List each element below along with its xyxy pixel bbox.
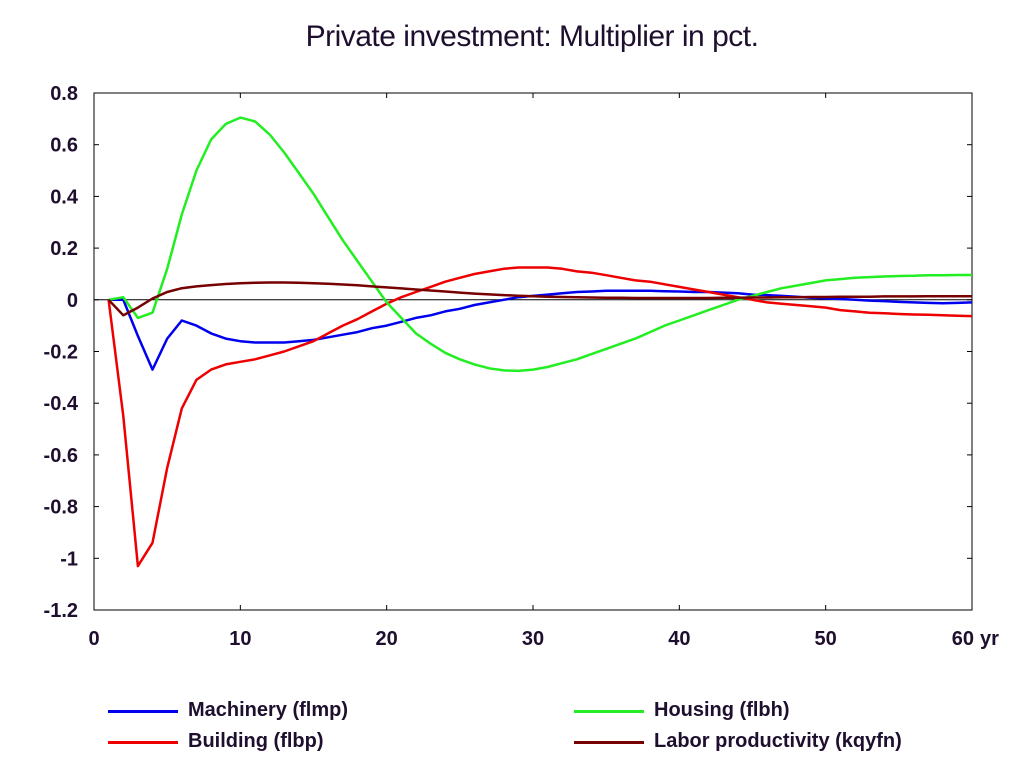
y-tick-label: -1.2 (44, 600, 78, 622)
y-tick-label: 0.8 (50, 83, 78, 105)
axis-tick-labels: 0.8 0.6 0.4 0.2 0 -0.2 -0.4 -0.6 -0.8 -1 -1.2 0 10 20… (44, 83, 1000, 650)
series-line-building (107, 266, 973, 568)
axis-ticks (93, 92, 973, 611)
series-lines (107, 116, 973, 568)
legend-label-building: Building (flbp) (188, 730, 324, 752)
y-tick-label: 0 (67, 290, 78, 312)
legend-swatch-labor-productivity (574, 741, 644, 744)
y-tick-label: -0.2 (44, 342, 78, 364)
legend-swatch-housing (574, 710, 644, 713)
legend-label-machinery: Machinery (flmp) (188, 699, 349, 721)
legend-swatch-machinery (108, 710, 178, 713)
series-line-machinery (108, 289, 973, 371)
x-tick-label: 30 (522, 628, 544, 650)
x-tick-label: 0 (88, 628, 99, 650)
line-chart: 0.8 0.6 0.4 0.2 0 -0.2 -0.4 -0.6 -0.8 -1 -1.2 0 10 20… (44, 83, 1000, 650)
legend-swatch-building (108, 741, 178, 744)
x-tick-label: 50 (815, 628, 837, 650)
legend-label-housing: Housing (flbh) (654, 699, 790, 721)
y-tick-label: -0.8 (44, 497, 78, 519)
y-tick-label: -0.6 (44, 445, 78, 467)
y-tick-label: -0.4 (44, 393, 79, 415)
x-tick-label: 40 (668, 628, 690, 650)
x-tick-label: 60 (952, 628, 974, 650)
x-tick-label: 10 (229, 628, 251, 650)
series-line-housing (108, 116, 972, 373)
y-tick-label: 0.2 (50, 238, 78, 260)
chart-title: Private investment: Multiplier in pct. (305, 20, 759, 53)
y-tick-label: 0.6 (50, 135, 78, 157)
series-line-labor (107, 281, 972, 317)
y-tick-label: -1 (60, 548, 78, 570)
y-tick-label: 0.4 (50, 186, 79, 208)
plot-frame (93, 92, 973, 611)
legend-label-labor-productivity: Labor productivity (kqyfn) (654, 730, 902, 752)
x-tick-label: 20 (376, 628, 398, 650)
x-unit-label: yr (980, 628, 999, 650)
